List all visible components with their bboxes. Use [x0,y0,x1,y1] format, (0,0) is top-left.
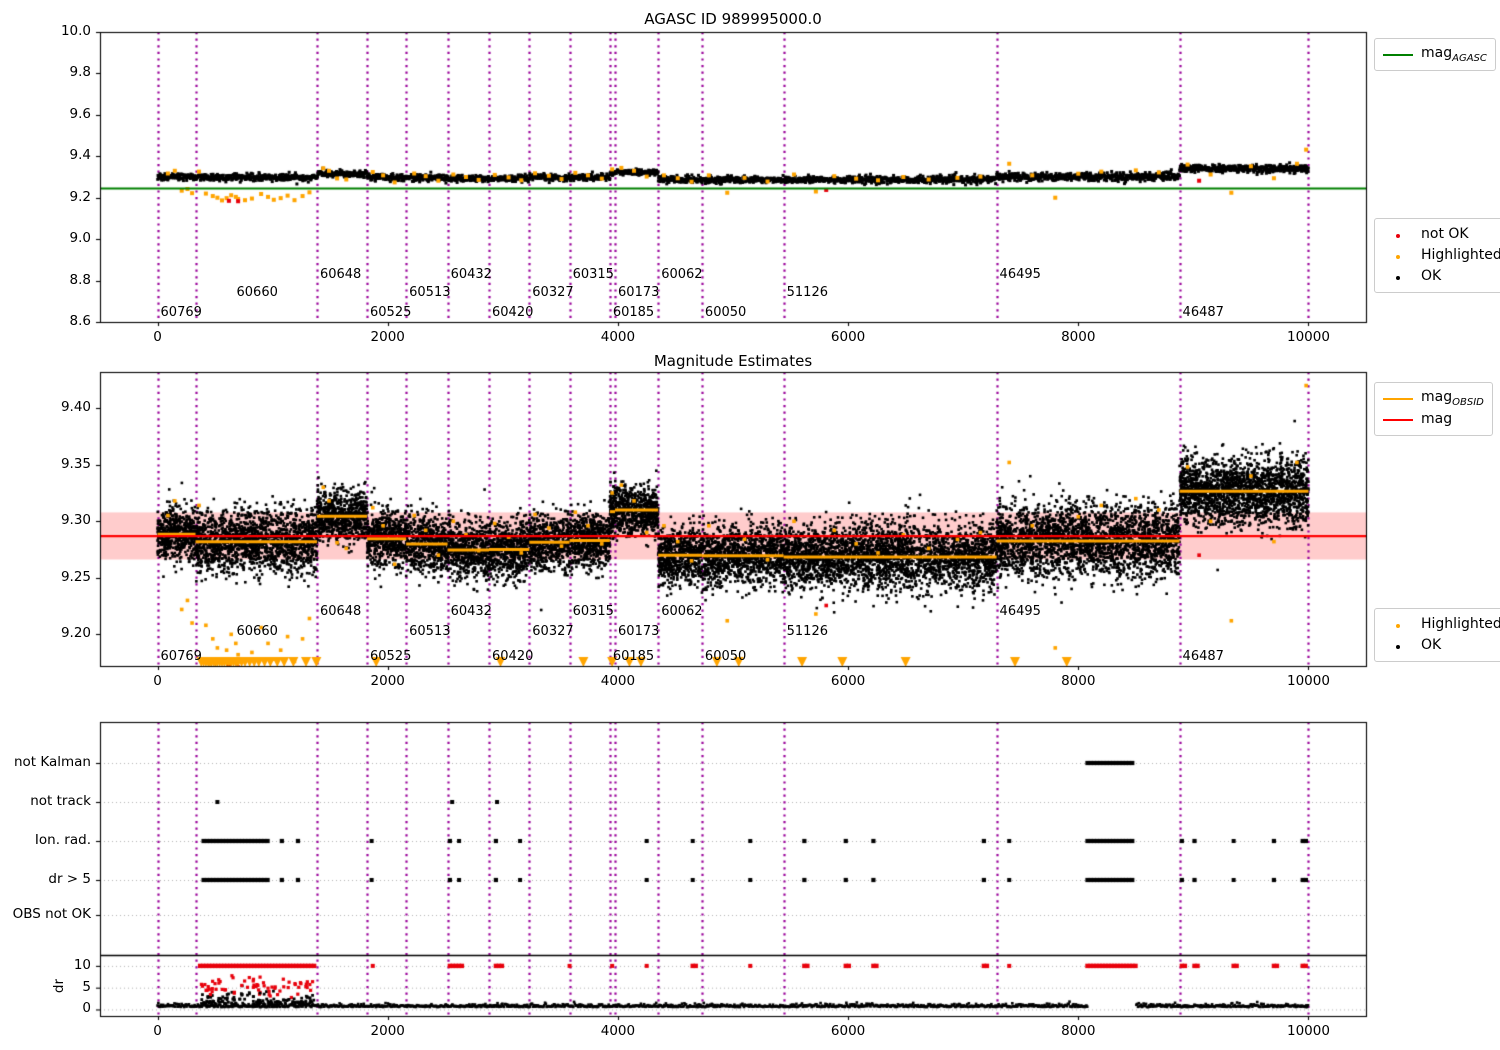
legend-line-swatch [1383,48,1413,62]
legend-dot-swatch [1383,249,1413,263]
legend-mag-agasc: magAGASC [1374,38,1496,71]
legend-dot-swatch [1383,228,1413,242]
legend-line-swatch [1383,392,1413,406]
legend-entry: magOBSID [1383,388,1484,409]
legend-entry: magAGASC [1383,44,1487,65]
legend-dot-swatch [1383,618,1413,632]
legend-entry-label: not OK [1421,226,1469,243]
legend-entry-label: magOBSID [1421,388,1484,408]
legend-mag-lines: magOBSID mag [1374,382,1493,436]
legend-entry: OK [1383,266,1500,287]
legend-entry-label: mag [1421,411,1453,428]
legend-line-swatch [1383,413,1413,427]
legend-entry: not OK [1383,224,1500,245]
legend-entry: OK [1383,635,1500,656]
legend-dot-swatch [1383,270,1413,284]
legend-point-classes-top: not OK Highlighted OK [1374,218,1500,293]
legend-entry-label: Highlighted [1421,247,1500,264]
legend-dot-swatch [1383,639,1413,653]
legend-entry-label: magAGASC [1421,44,1487,64]
legend-entry-label: OK [1421,637,1442,654]
legend-entry: Highlighted [1383,614,1500,635]
legend-entry: Highlighted [1383,245,1500,266]
legend-entry: mag [1383,409,1484,430]
legend-point-classes-middle: Highlighted OK [1374,608,1500,662]
legend-entry-label: Highlighted [1421,616,1500,633]
legend-entry-label: OK [1421,268,1442,285]
